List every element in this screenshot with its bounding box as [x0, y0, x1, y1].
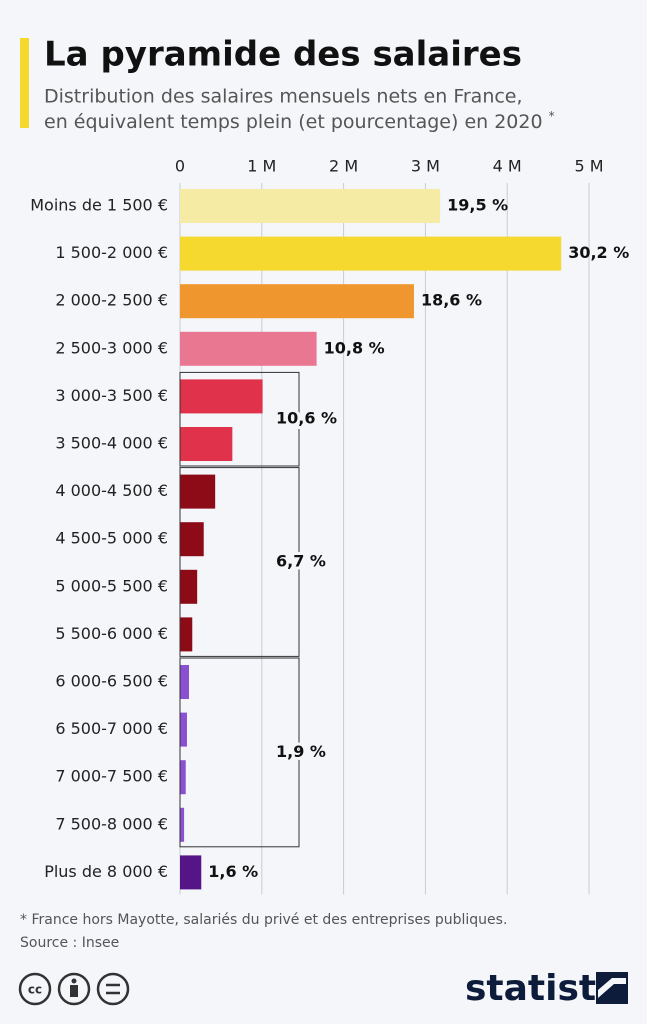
bar — [180, 617, 193, 652]
svg-text:cc: cc — [28, 983, 42, 997]
share-label: 1,6 % — [208, 862, 258, 881]
subtitle-line: en équivalent temps plein (et pourcentag… — [44, 111, 543, 133]
x-tick-label: 3 M — [411, 157, 440, 176]
share-label: 19,5 % — [447, 196, 508, 215]
bar — [180, 284, 414, 319]
share-label: 30,2 % — [568, 243, 629, 262]
group-box — [179, 657, 300, 848]
y-tick-label: 2 500-3 000 € — [55, 338, 168, 357]
x-tick-label: 0 — [175, 157, 185, 176]
y-tick-label: 3 000-3 500 € — [55, 386, 168, 405]
share-label: 10,6 % — [276, 409, 337, 428]
chart-title: La pyramide des salaires — [44, 35, 522, 75]
y-tick-label: 7 000-7 500 € — [55, 767, 168, 786]
y-tick-label: 4 500-5 000 € — [55, 529, 168, 548]
bar — [180, 379, 263, 414]
license-icons: cc — [18, 972, 130, 1006]
bar — [180, 807, 185, 842]
y-tick-label: 7 500-8 000 € — [55, 814, 168, 833]
bar — [180, 331, 317, 366]
share-label: 10,8 % — [324, 338, 385, 357]
bar — [180, 760, 186, 795]
bar — [180, 712, 187, 747]
subtitle: en équivalent temps plein (et pourcentag… — [44, 109, 555, 133]
group-box — [179, 371, 300, 467]
y-tick-label: 6 000-6 500 € — [55, 672, 168, 691]
y-tick-label: 6 500-7 000 € — [55, 719, 168, 738]
bar — [180, 189, 441, 223]
source: Source : Insee — [20, 935, 119, 951]
share-label: 6,7 % — [276, 552, 326, 571]
y-tick-label: 5 000-5 500 € — [55, 576, 168, 595]
brand: statista — [465, 968, 620, 1009]
group-box — [179, 467, 300, 657]
y-tick-label: 3 500-4 000 € — [55, 434, 168, 453]
bar — [180, 427, 233, 461]
bar — [180, 522, 204, 557]
x-tick-label: 5 M — [574, 157, 603, 176]
y-tick-label: 2 000-2 500 € — [55, 291, 168, 310]
y-tick-label: Moins de 1 500 € — [30, 196, 168, 215]
bar — [180, 855, 202, 890]
subtitle: Distribution des salaires mensuels nets … — [44, 86, 523, 108]
title-accent — [20, 38, 29, 128]
bar — [180, 474, 216, 509]
share-label: 1,9 % — [276, 742, 326, 761]
share-label: 18,6 % — [421, 291, 482, 310]
x-tick-label: 1 M — [247, 157, 276, 176]
bar — [180, 665, 189, 699]
x-tick-label: 4 M — [493, 157, 522, 176]
bar — [180, 236, 562, 271]
bar — [180, 569, 198, 604]
note: * France hors Mayotte, salariés du privé… — [20, 912, 507, 928]
y-tick-label: 4 000-4 500 € — [55, 481, 168, 500]
y-tick-label: 1 500-2 000 € — [55, 243, 168, 262]
subtitle-mark: * — [549, 109, 555, 123]
x-tick-label: 2 M — [329, 157, 358, 176]
brand-logo — [596, 972, 628, 1004]
y-tick-label: Plus de 8 000 € — [44, 862, 168, 881]
y-tick-label: 5 500-6 000 € — [55, 624, 168, 643]
